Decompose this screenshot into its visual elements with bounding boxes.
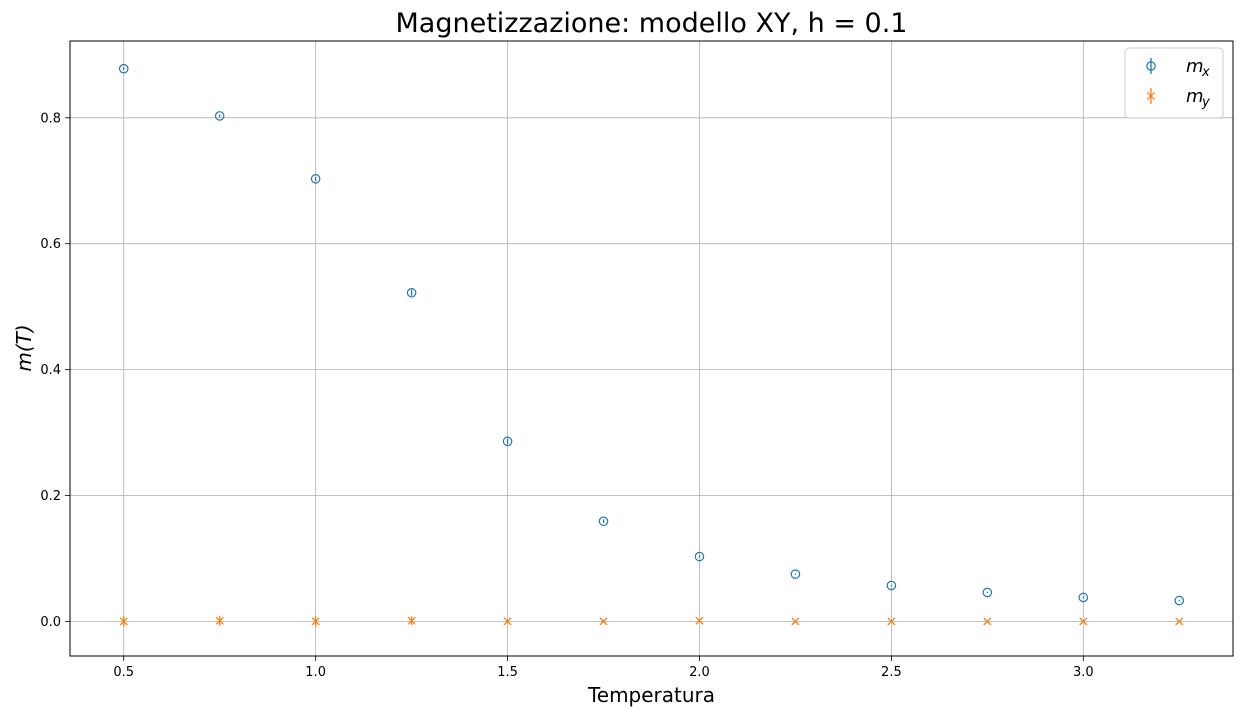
plot-frame xyxy=(69,40,1234,657)
data-points xyxy=(118,63,1185,627)
marker-stroke xyxy=(599,617,608,626)
marker-stroke xyxy=(791,617,800,626)
data-point xyxy=(215,616,224,625)
legend-marker xyxy=(1146,61,1156,71)
x-tick-label: 1.5 xyxy=(497,665,518,680)
y-tick-label: 0.0 xyxy=(40,615,61,630)
data-point xyxy=(503,617,512,626)
marker-stroke xyxy=(695,616,704,625)
marker-stroke xyxy=(887,617,896,626)
marker-stroke xyxy=(215,616,224,625)
y-tick-label: 0.2 xyxy=(40,489,61,504)
data-point xyxy=(598,516,609,527)
data-point xyxy=(791,617,800,626)
x-tick-label: 2.0 xyxy=(689,665,710,680)
y-tick-label: 0.6 xyxy=(40,237,61,252)
y-axis-label: m(T) xyxy=(12,324,36,371)
x-tick-label: 2.5 xyxy=(881,665,902,680)
data-point xyxy=(983,617,992,626)
legend-marker xyxy=(1146,91,1156,101)
marker-stroke xyxy=(119,617,128,626)
grid xyxy=(70,41,1233,656)
chart-title: Magnetizzazione: modello XY, h = 0.1 xyxy=(396,8,908,39)
data-point xyxy=(502,436,513,447)
marker-stroke xyxy=(503,617,512,626)
data-point xyxy=(214,111,225,121)
data-point xyxy=(982,587,993,598)
data-point xyxy=(1078,592,1089,603)
x-tick-label: 0.5 xyxy=(113,665,134,680)
series-m-y xyxy=(119,615,1184,627)
ticks: 0.5 1.0 1.5 2.0 2.5 3.0 0.0 0.2 0.4 0.6 0.8 xyxy=(40,111,1093,680)
marker-stroke xyxy=(983,617,992,626)
data-point xyxy=(1174,595,1185,606)
marker-stroke xyxy=(1146,91,1156,101)
y-tick-label: 0.8 xyxy=(40,111,61,126)
x-tick-label: 1.0 xyxy=(305,665,326,680)
data-point xyxy=(119,617,128,626)
data-point xyxy=(118,63,129,74)
data-point xyxy=(1079,617,1088,626)
legend-label: m xyxy=(1186,56,1204,77)
x-tick-label: 3.0 xyxy=(1073,665,1094,680)
data-point xyxy=(310,174,321,184)
data-point xyxy=(406,287,417,298)
y-tick-label: 0.4 xyxy=(40,363,61,378)
series-m-x xyxy=(118,63,1185,606)
legend-label: m xyxy=(1186,86,1204,107)
x-axis-label: Temperatura xyxy=(587,683,715,707)
data-point xyxy=(886,580,897,591)
data-point xyxy=(694,551,705,562)
data-point xyxy=(407,616,416,625)
data-point xyxy=(1175,617,1184,626)
marker-stroke xyxy=(311,617,320,626)
legend-label-subscript: y xyxy=(1201,95,1210,110)
data-point xyxy=(599,617,608,626)
marker-stroke xyxy=(407,616,416,625)
marker-stroke xyxy=(1079,617,1088,626)
legend-label-subscript: x xyxy=(1201,65,1210,80)
data-point xyxy=(695,616,704,625)
data-point xyxy=(887,617,896,626)
data-point xyxy=(311,617,320,626)
marker-stroke xyxy=(1175,617,1184,626)
data-point xyxy=(790,569,801,579)
legend-box xyxy=(1124,47,1224,119)
